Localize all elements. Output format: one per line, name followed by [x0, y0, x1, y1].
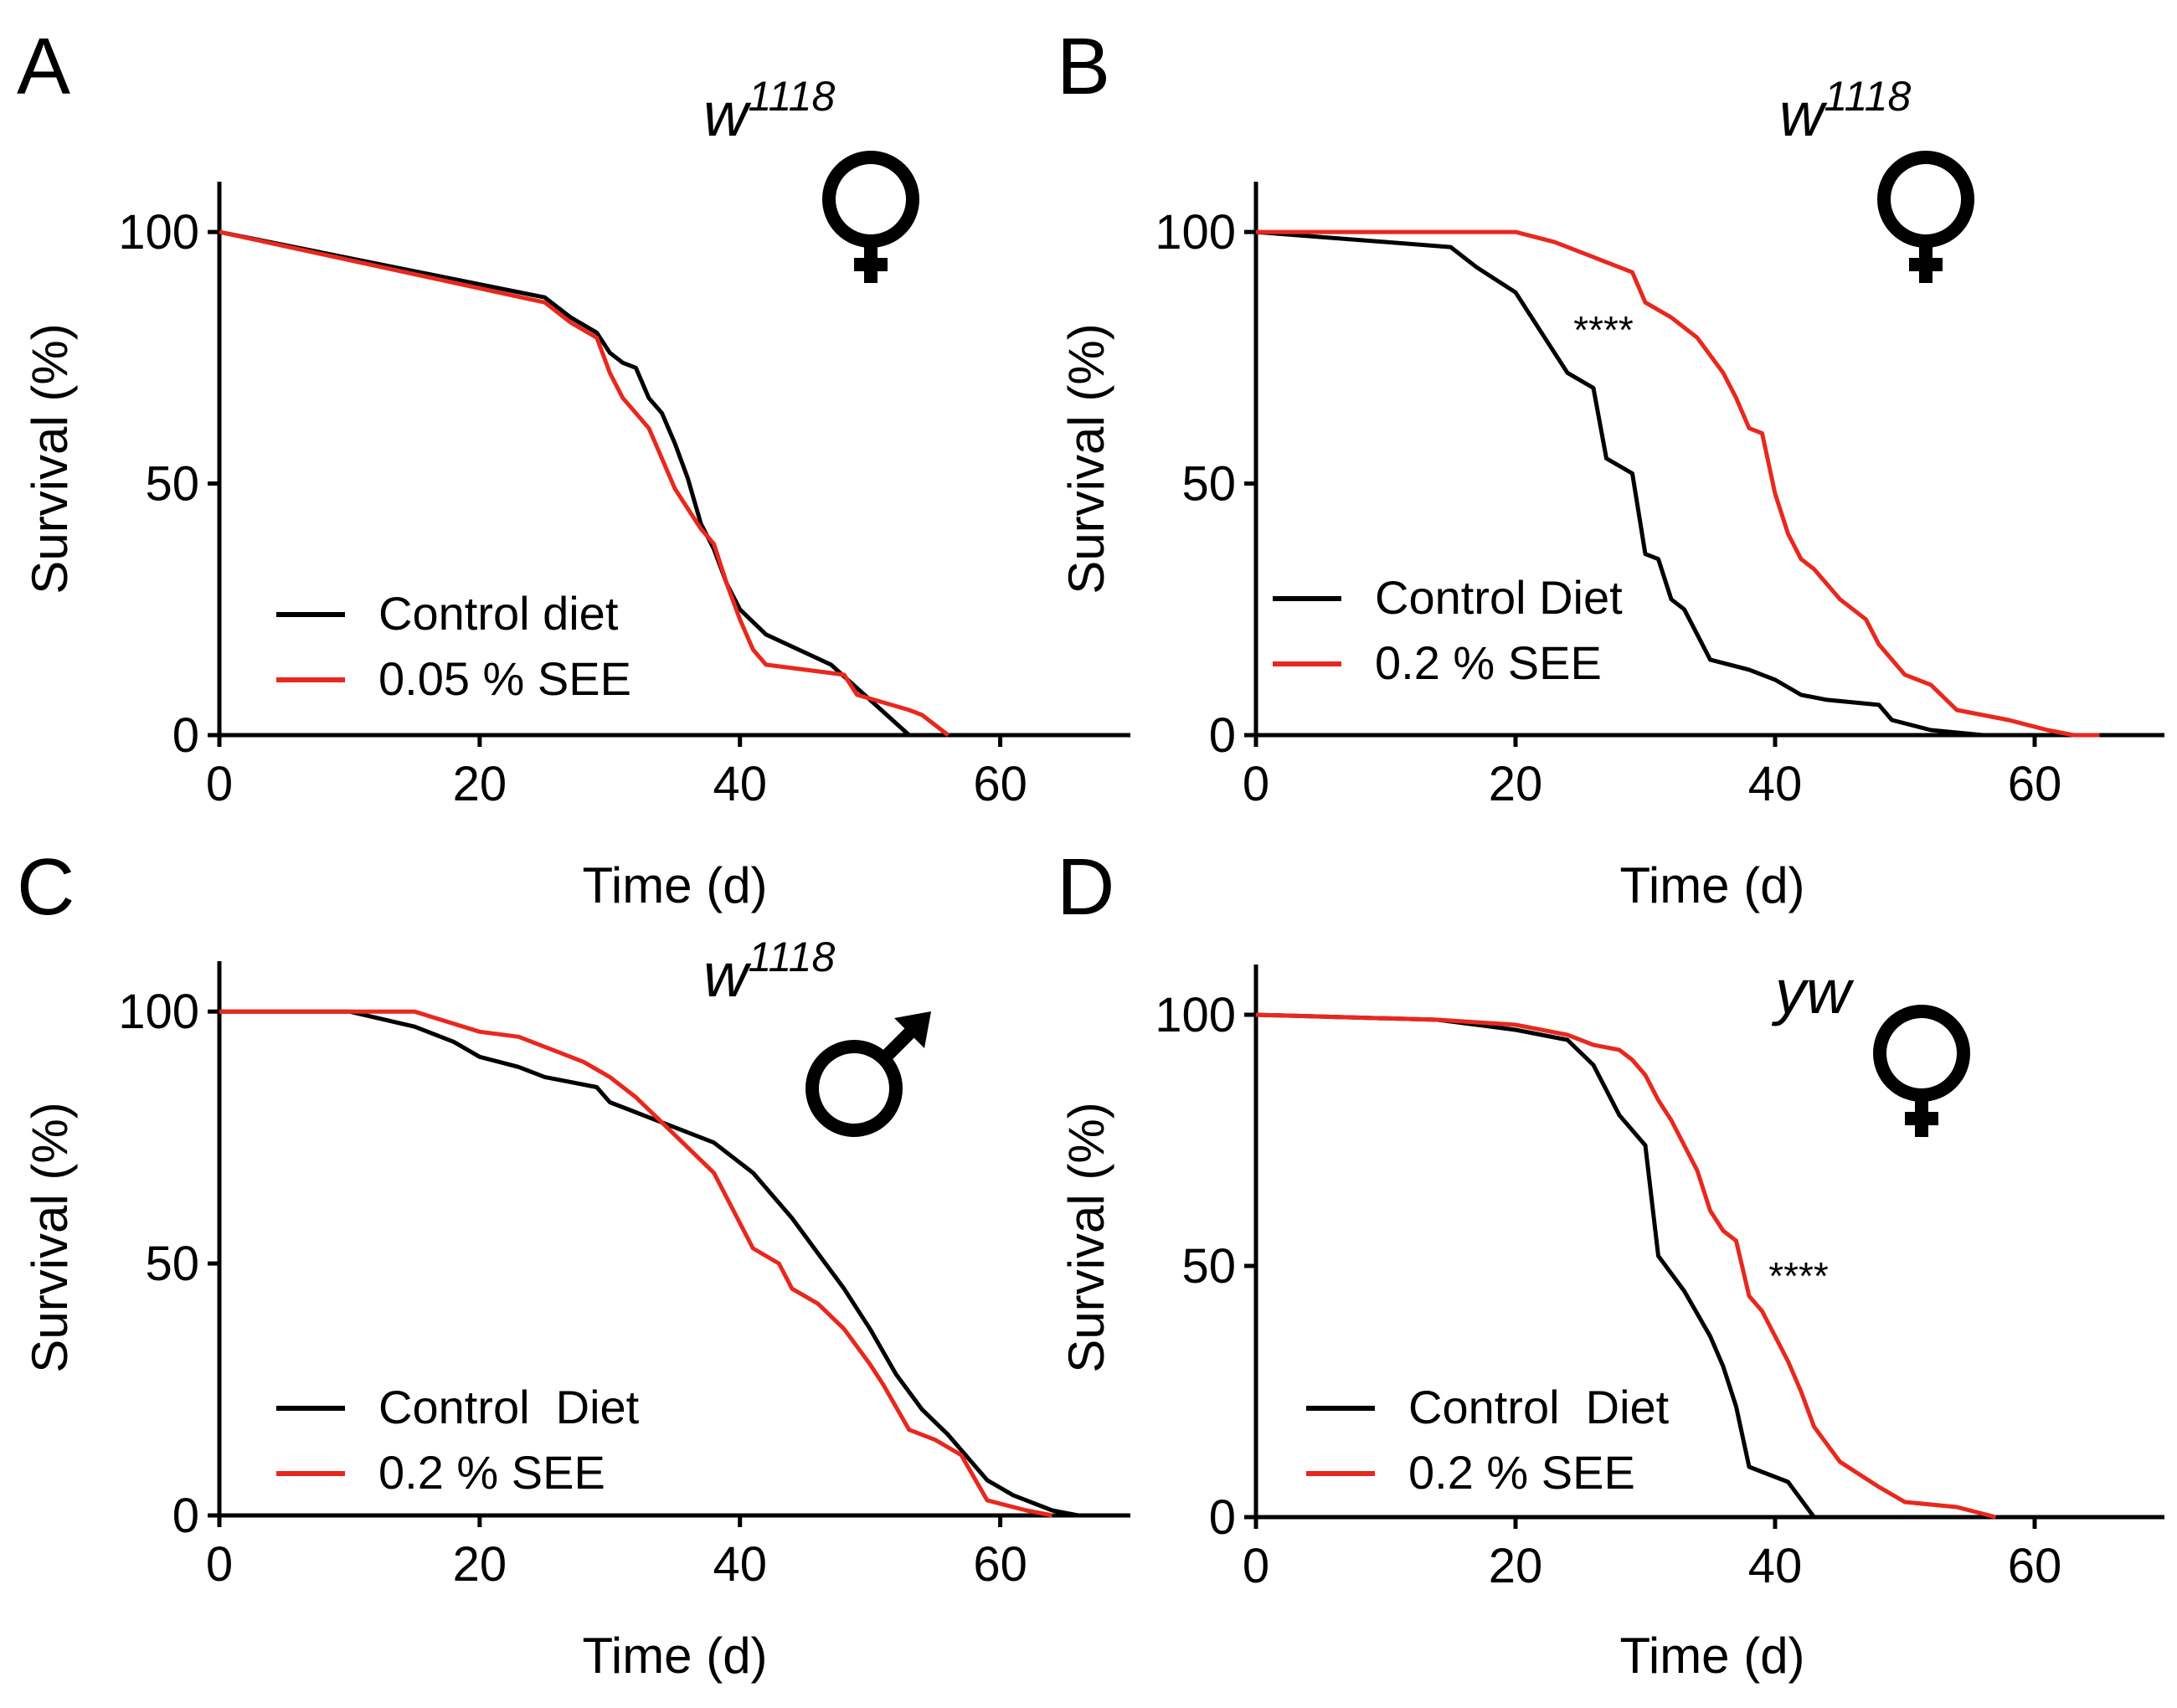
legend-label: Control Diet	[1375, 571, 1623, 624]
panel-letter: D	[1057, 842, 1114, 932]
x-tick-label: 0	[1243, 757, 1269, 811]
y-tick-label: 100	[118, 205, 199, 260]
legend-label: Control Diet	[1408, 1381, 1670, 1433]
panel-c: C 0 20 40 60 0 50 100 Time (d) Survival (%) Contro…	[17, 842, 1130, 1684]
panel-b: B 0 20 40 60 0 50 100 Time (d) Survival (%) Contro…	[1057, 22, 2164, 913]
legend-label: Control diet	[378, 587, 619, 640]
series-line-control	[219, 1009, 1079, 1518]
y-tick-label: 0	[172, 1489, 199, 1543]
y-tick-label: 50	[1181, 457, 1236, 512]
x-tick-label: 0	[206, 757, 233, 811]
x-axis-title: Time (d)	[582, 1628, 767, 1684]
panel-letter: C	[17, 842, 75, 932]
x-tick-label: 60	[2008, 757, 2062, 811]
female-symbol-ring	[1873, 1005, 1970, 1102]
series-line-control	[1255, 1012, 1816, 1519]
legend-label: Control Diet	[378, 1381, 640, 1433]
genotype-label: w1118	[703, 934, 835, 1010]
x-tick-label: 20	[1489, 757, 1543, 811]
x-tick-label: 20	[1489, 1539, 1543, 1593]
genotype-base: w	[1779, 80, 1828, 149]
panel-letter: A	[17, 22, 70, 111]
y-tick-label: 0	[172, 708, 199, 763]
genotype-superscript: 1118	[748, 73, 835, 120]
x-axis-title: Time (d)	[1619, 1628, 1804, 1684]
series-line-treatment	[219, 1009, 1053, 1518]
y-tick-label: 100	[1155, 988, 1236, 1042]
significance-label: ****	[1573, 308, 1634, 352]
series-line-treatment	[1255, 1012, 1997, 1520]
panel-letter: B	[1057, 22, 1110, 111]
x-tick-label: 20	[453, 757, 507, 811]
legend-label: 0.05 % SEE	[378, 652, 631, 705]
x-axis-title: Time (d)	[582, 857, 767, 913]
series-line-control	[219, 229, 911, 737]
panel-d: D 0 20 40 60 0 50 100 Time (d) Survival (%) Contro…	[1057, 842, 2164, 1684]
genotype-label: yw	[1771, 957, 1855, 1026]
y-tick-label: 50	[1181, 1239, 1236, 1294]
genotype-label: w1118	[1779, 73, 1911, 149]
x-tick-label: 40	[713, 1537, 767, 1592]
x-tick-label: 20	[453, 1537, 507, 1592]
genotype-base: w	[703, 80, 752, 149]
significance-label: ****	[1768, 1254, 1829, 1298]
y-axis-title: Survival (%)	[1058, 323, 1114, 594]
x-tick-label: 40	[1748, 757, 1803, 811]
genotype-superscript: 1118	[1824, 73, 1911, 120]
y-tick-label: 50	[145, 1237, 199, 1291]
male-symbol-arrowhead	[894, 1011, 931, 1048]
x-tick-label: 0	[1243, 1539, 1269, 1593]
genotype-base: yw	[1771, 957, 1855, 1026]
series-line-treatment	[1256, 229, 2100, 738]
y-axis-title: Survival (%)	[22, 323, 78, 594]
x-tick-label: 40	[713, 757, 767, 811]
y-axis-title: Survival (%)	[22, 1102, 78, 1372]
panel-a: A 0 20 40 60 0 50 100 Time (d) Survival (%) Contro…	[17, 22, 1130, 913]
y-tick-label: 100	[118, 985, 199, 1039]
female-symbol-ring	[822, 151, 919, 248]
male-symbol-ring	[805, 1040, 903, 1137]
y-tick-label: 50	[145, 457, 199, 512]
genotype-base: w	[703, 940, 752, 1010]
x-tick-label: 60	[973, 757, 1027, 811]
x-tick-label: 40	[1748, 1539, 1803, 1593]
x-tick-label: 60	[973, 1537, 1027, 1592]
legend-label: 0.2 % SEE	[1408, 1446, 1635, 1499]
y-tick-label: 0	[1209, 708, 1236, 763]
legend-label: 0.2 % SEE	[1375, 636, 1602, 689]
female-symbol-ring	[1877, 151, 1974, 248]
legend-label: 0.2 % SEE	[378, 1446, 605, 1499]
y-tick-label: 0	[1209, 1490, 1236, 1545]
series-line-treatment	[219, 229, 950, 737]
x-tick-label: 60	[2008, 1539, 2062, 1593]
x-tick-label: 0	[206, 1537, 233, 1592]
y-axis-title: Survival (%)	[1058, 1102, 1114, 1372]
genotype-label: w1118	[703, 73, 835, 149]
y-tick-label: 100	[1155, 205, 1236, 260]
series-line-control	[1255, 229, 2035, 738]
genotype-superscript: 1118	[748, 934, 835, 980]
x-axis-title: Time (d)	[1619, 857, 1804, 913]
